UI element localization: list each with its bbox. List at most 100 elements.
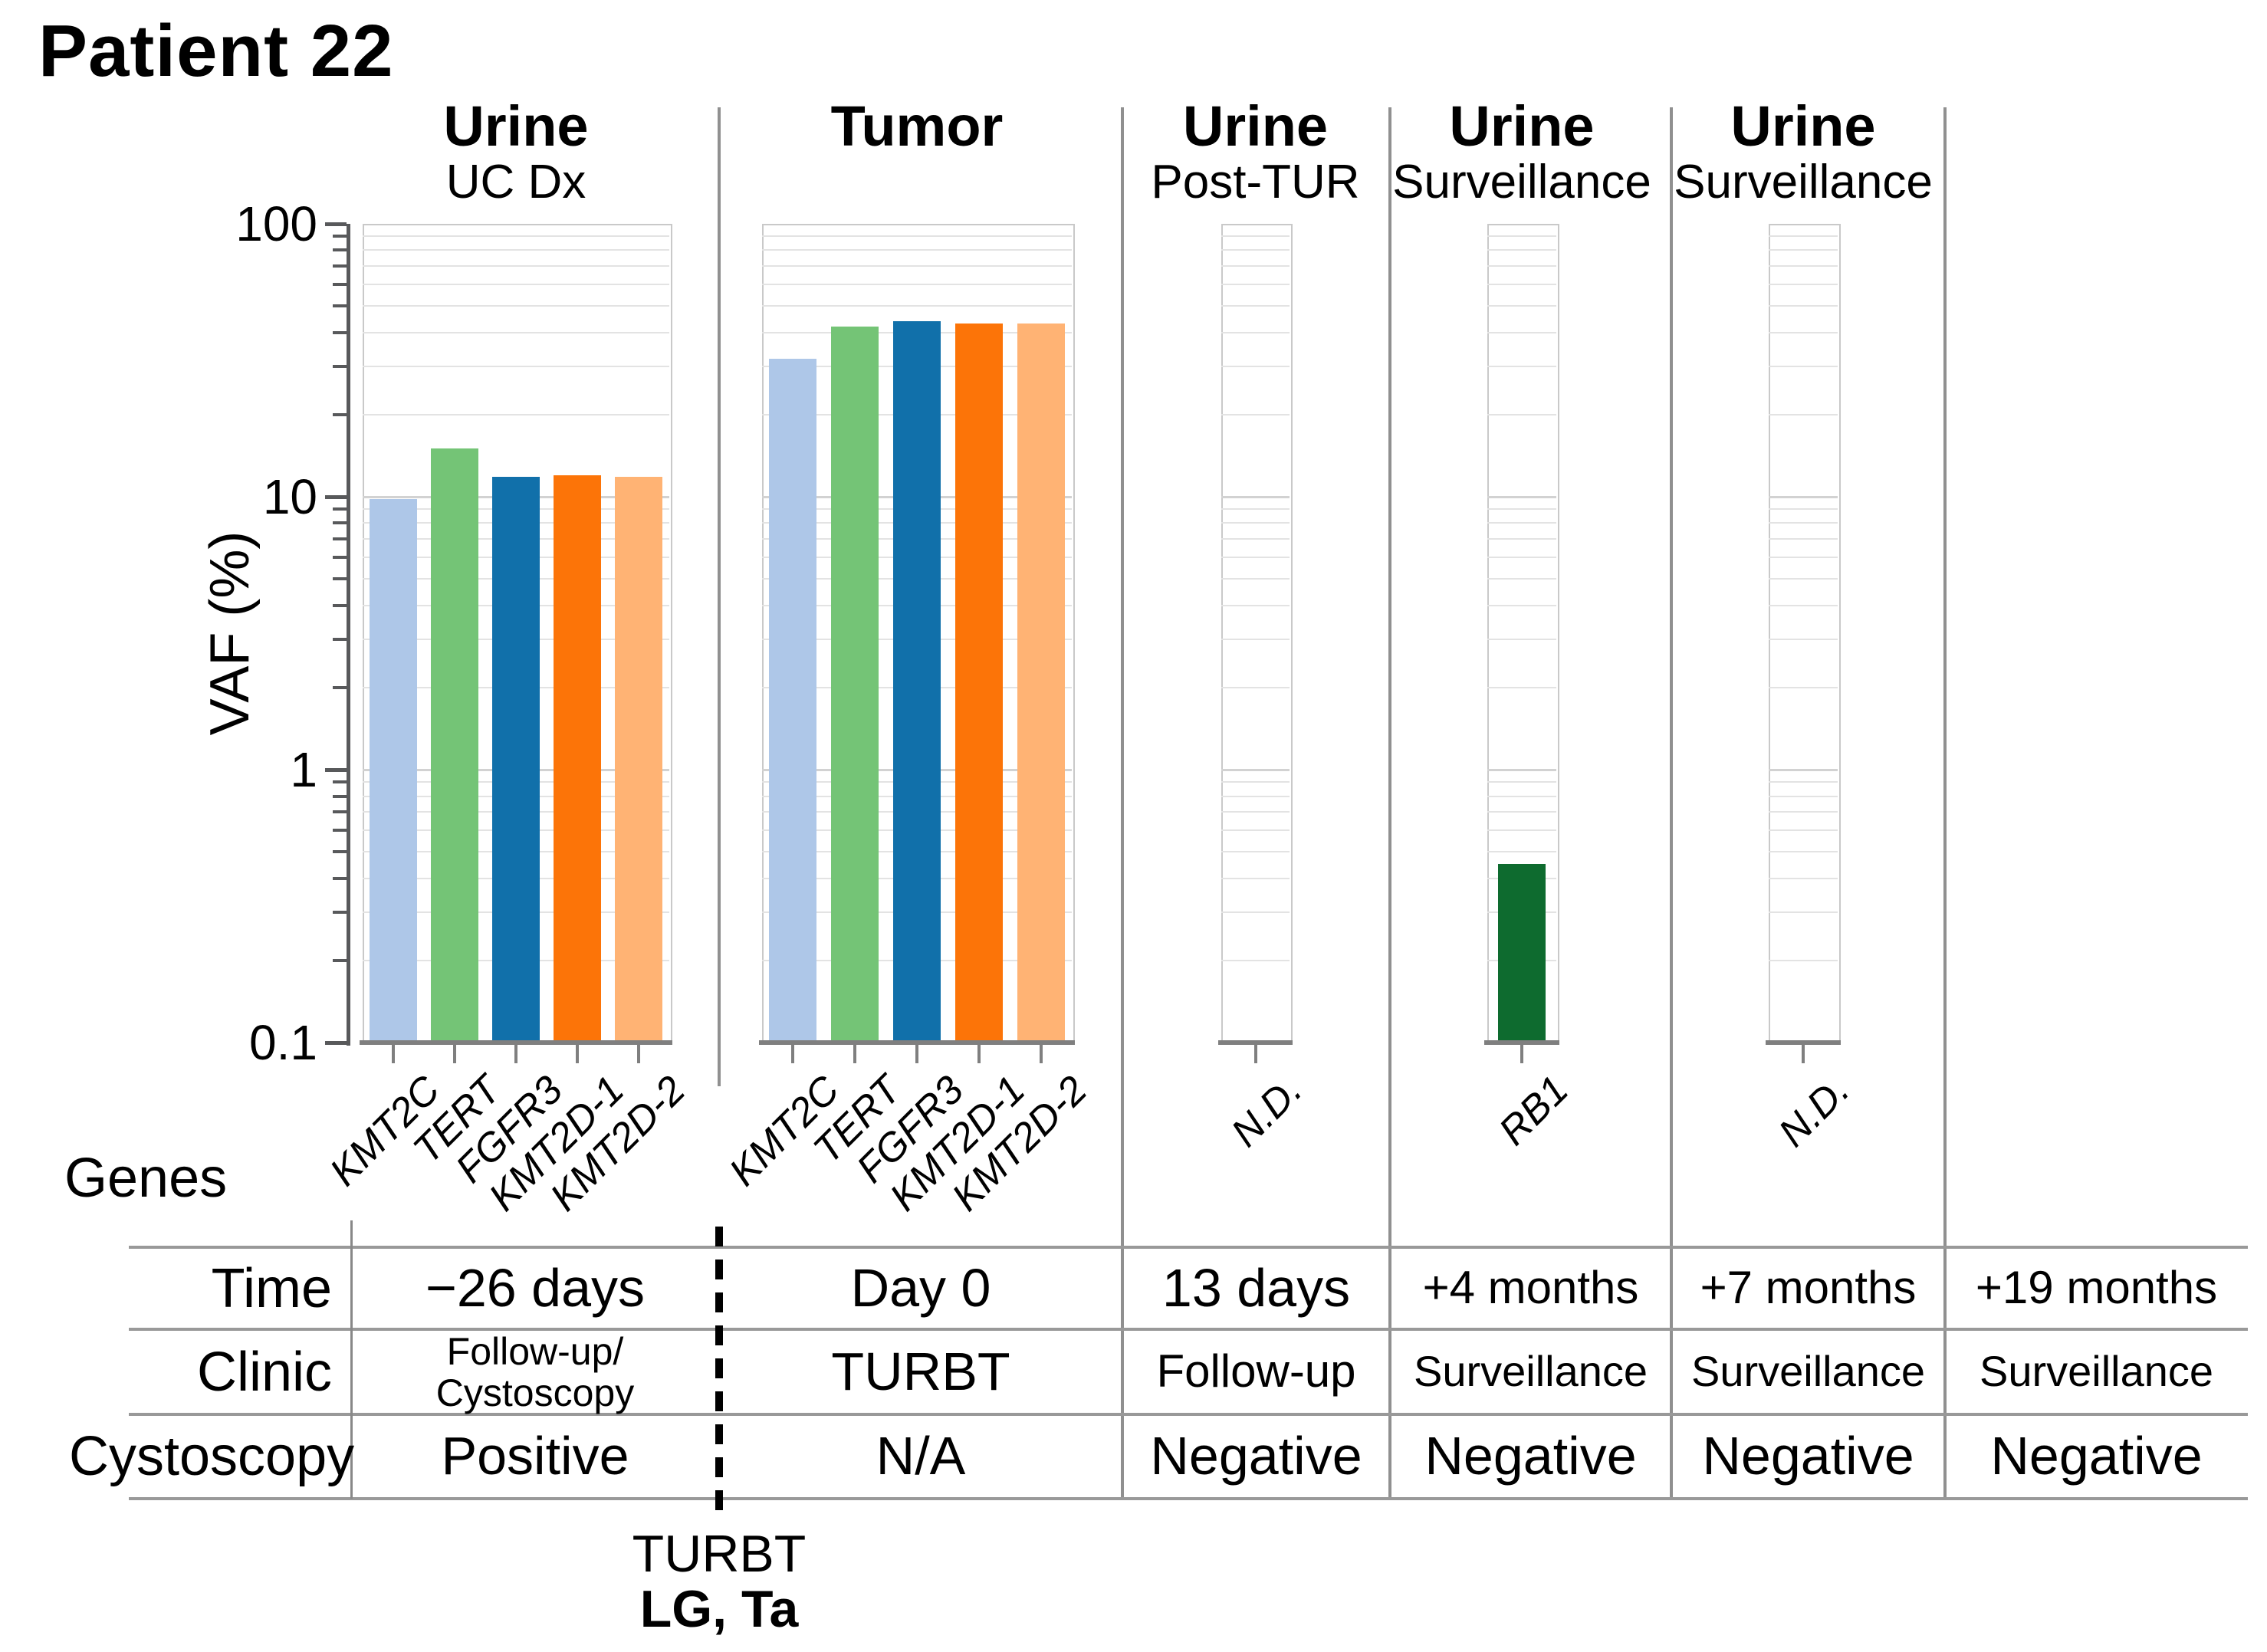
table-cell: Negative bbox=[1150, 1426, 1362, 1486]
gridline-major bbox=[1487, 768, 1556, 771]
panel-header: Urine bbox=[1449, 94, 1595, 158]
gridline bbox=[1221, 959, 1290, 961]
bar bbox=[492, 477, 540, 1043]
gridline-major bbox=[1487, 495, 1556, 498]
table-row-line bbox=[129, 1413, 2248, 1416]
gridline bbox=[1221, 508, 1290, 511]
x-tick bbox=[1802, 1045, 1805, 1063]
y-minor-tick bbox=[333, 810, 347, 814]
panel-header: Urine bbox=[443, 94, 589, 158]
y-minor-tick bbox=[333, 794, 347, 798]
y-tick-label: 1 bbox=[290, 742, 317, 797]
gridline bbox=[1221, 366, 1290, 368]
gridline bbox=[1487, 781, 1556, 783]
table-cell: Surveillance bbox=[1413, 1347, 1648, 1396]
table-cell: Day 0 bbox=[850, 1257, 991, 1318]
annotation-stage: LG, Ta bbox=[639, 1580, 799, 1638]
gridline bbox=[1487, 331, 1556, 333]
gridline bbox=[1769, 829, 1838, 831]
y-minor-tick bbox=[333, 828, 347, 832]
gridline bbox=[1769, 556, 1838, 558]
table-row-label: Clinic bbox=[196, 1341, 332, 1403]
x-tick bbox=[576, 1045, 579, 1063]
y-minor-tick bbox=[333, 282, 347, 286]
gridline bbox=[1221, 911, 1290, 914]
plot-area bbox=[1221, 224, 1293, 1044]
y-axis-label: VAF (%) bbox=[199, 530, 261, 736]
gridline bbox=[1221, 265, 1290, 268]
gridline bbox=[762, 265, 1072, 268]
panel-separator bbox=[1121, 107, 1124, 1499]
gridline bbox=[1221, 686, 1290, 688]
bar bbox=[370, 499, 417, 1043]
gridline bbox=[1221, 795, 1290, 797]
gridline bbox=[1769, 413, 1838, 415]
table-row-line bbox=[129, 1328, 2248, 1331]
gene-label: N.D. bbox=[1770, 1067, 1858, 1156]
table-cell: TURBT bbox=[831, 1341, 1010, 1401]
gridline bbox=[363, 366, 669, 368]
gridline bbox=[1487, 366, 1556, 368]
bar bbox=[554, 475, 601, 1043]
y-minor-tick bbox=[333, 248, 347, 252]
gridline bbox=[1769, 331, 1838, 333]
table-cell: +4 months bbox=[1422, 1262, 1639, 1314]
gridline bbox=[1221, 811, 1290, 813]
table-cell: N/A bbox=[876, 1426, 966, 1486]
gridline bbox=[1769, 604, 1838, 606]
gridline bbox=[1487, 538, 1556, 540]
panel-header: Tumor bbox=[830, 94, 1004, 158]
gridline bbox=[1487, 686, 1556, 688]
y-major-tick bbox=[325, 222, 347, 226]
panel-subheader: Surveillance bbox=[1674, 156, 1933, 209]
gridline bbox=[1221, 305, 1290, 307]
y-minor-tick bbox=[333, 850, 347, 854]
x-axis-spine bbox=[1766, 1040, 1841, 1045]
gridline bbox=[1487, 639, 1556, 641]
x-tick bbox=[853, 1045, 857, 1063]
table-row-line bbox=[129, 1246, 2248, 1249]
table-cell: −26 days bbox=[425, 1257, 646, 1318]
gridline bbox=[762, 249, 1072, 251]
gridline bbox=[1769, 578, 1838, 580]
bar bbox=[769, 359, 817, 1043]
table-cell: +19 months bbox=[1975, 1262, 2218, 1314]
gridline bbox=[1487, 522, 1556, 524]
bar bbox=[615, 477, 662, 1043]
gridline bbox=[1221, 235, 1290, 238]
y-minor-tick bbox=[333, 304, 347, 308]
gridline bbox=[1221, 829, 1290, 831]
table-label-divider bbox=[350, 1220, 353, 1499]
y-tick-label: 0.1 bbox=[249, 1015, 317, 1070]
y-minor-tick bbox=[333, 365, 347, 369]
x-tick bbox=[514, 1045, 517, 1063]
gridline bbox=[1769, 686, 1838, 688]
y-minor-tick bbox=[333, 876, 347, 880]
table-row-label: Time bbox=[211, 1257, 332, 1319]
y-minor-tick bbox=[333, 958, 347, 962]
gridline bbox=[762, 283, 1072, 285]
table-row-label: Cystoscopy bbox=[69, 1426, 355, 1487]
bar bbox=[893, 320, 941, 1043]
gridline bbox=[762, 235, 1072, 238]
panel-header: Urine bbox=[1730, 94, 1876, 158]
table-cell: 13 days bbox=[1161, 1257, 1351, 1318]
y-tick-label: 10 bbox=[262, 469, 317, 524]
gridline bbox=[1769, 811, 1838, 813]
x-axis-spine bbox=[360, 1040, 672, 1045]
gridline bbox=[363, 265, 669, 268]
gridline bbox=[1487, 604, 1556, 606]
gridline bbox=[1769, 235, 1838, 238]
gridline bbox=[1769, 781, 1838, 783]
panel-subheader: Post-TUR bbox=[1151, 156, 1360, 209]
gridline bbox=[363, 283, 669, 285]
gridline bbox=[1221, 877, 1290, 879]
gridline bbox=[1769, 305, 1838, 307]
gridline bbox=[1487, 235, 1556, 238]
gridline bbox=[1769, 877, 1838, 879]
gridline bbox=[1487, 795, 1556, 797]
x-tick bbox=[1520, 1045, 1523, 1063]
gridline bbox=[1769, 249, 1838, 251]
table-cell: +7 months bbox=[1700, 1262, 1917, 1314]
gridline bbox=[363, 235, 669, 238]
